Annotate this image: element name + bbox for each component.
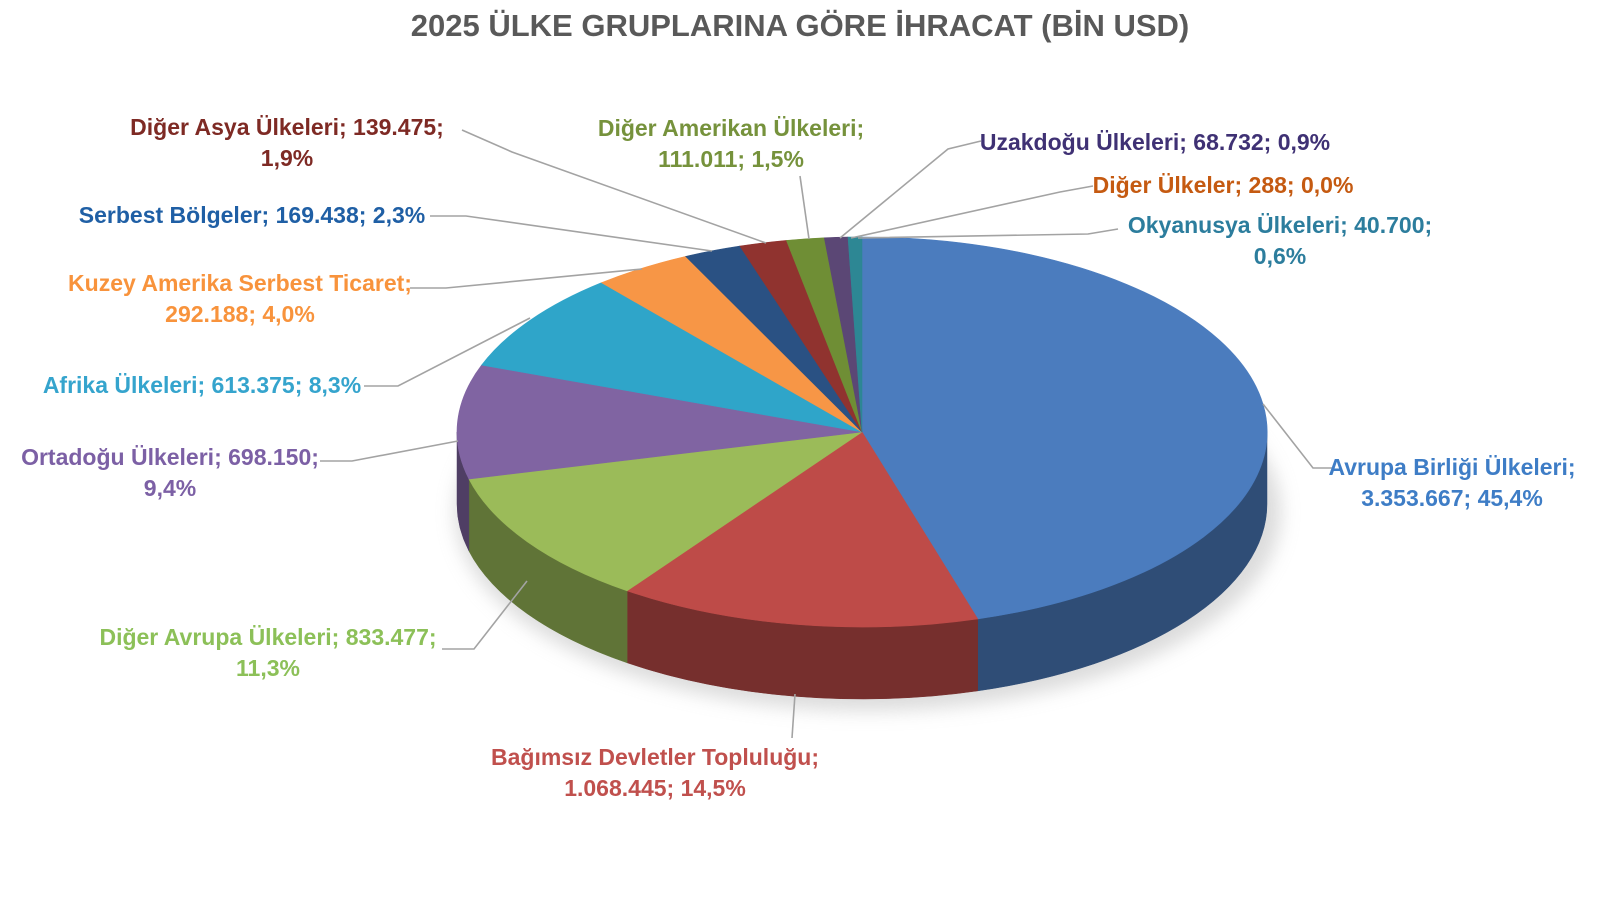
pie-slice-ortadogu — [456, 364, 863, 480]
leader-line-kuzey-amerika — [410, 268, 643, 289]
slice-label-uzakdogu: Uzakdoğu Ülkeleri; 68.732; 0,9% — [980, 127, 1330, 158]
leader-line-uzakdogu — [839, 140, 982, 239]
leader-line-okyanusya — [857, 228, 1119, 239]
pie-slice-afrika — [481, 282, 863, 433]
slice-label-line: Uzakdoğu Ülkeleri; 68.732; 0,9% — [979, 129, 1331, 155]
slice-label-afrika: Afrika Ülkeleri; 613.375; 8,3% — [43, 370, 361, 401]
slice-label-line: 1,9% — [260, 145, 314, 172]
slice-label-bagimsiz-devletler: Bağımsız Devletler Topluluğu; 1.068.445; … — [491, 742, 819, 804]
slice-label-diger-amerikan: Diğer Amerikan Ülkeleri; 111.011; 1,5% — [598, 113, 864, 175]
slice-label-line: Afrika Ülkeleri; 613.375; 8,3% — [42, 372, 362, 398]
slice-label-line: Okyanusya Ülkeleri; 40.700; — [1127, 212, 1433, 238]
slice-label-line: 0,6% — [1253, 243, 1307, 270]
slice-label-line: Ortadoğu Ülkeleri; 698.150; — [21, 444, 319, 470]
leader-line-ortadogu — [320, 440, 459, 462]
slice-label-okyanusya: Okyanusya Ülkeleri; 40.700; 0,6% — [1128, 210, 1432, 272]
leader-line-bagimsiz-devletler — [791, 693, 796, 739]
slice-label-line: Avrupa Birliği Ülkeleri; — [1328, 454, 1576, 480]
slice-label-diger-ulkeler: Diğer Ülkeler; 288; 0,0% — [1093, 170, 1354, 201]
slice-label-kuzey-amerika: Kuzey Amerika Serbest Ticaret; 292.188; 4… — [68, 268, 412, 330]
slice-label-line: 292.188; 4,0% — [165, 301, 315, 328]
leader-line-diger-amerikan — [799, 175, 810, 240]
slice-label-line: 3.353.667; 45,4% — [1361, 485, 1543, 512]
slice-label-line: Serbest Bölgeler; 169.438; 2,3% — [78, 202, 426, 228]
slice-label-line: 111.011; 1,5% — [658, 146, 804, 173]
slice-label-line: 1.068.445; 14,5% — [564, 775, 746, 802]
slice-label-line: Kuzey Amerika Serbest Ticaret; — [68, 270, 412, 296]
leader-line-diger-ulkeler — [850, 185, 1094, 239]
slice-label-line: 11,3% — [236, 655, 300, 682]
slice-label-line: Diğer Avrupa Ülkeleri; 833.477; — [99, 624, 437, 650]
slice-label-line: Diğer Asya Ülkeleri; 139.475; — [130, 114, 444, 140]
slice-label-line: Diğer Amerikan Ülkeleri; — [597, 115, 865, 141]
slice-label-serbest-bolgeler: Serbest Bölgeler; 169.438; 2,3% — [79, 200, 425, 231]
slice-label-line: 9,4% — [143, 475, 197, 502]
slice-label-line: Diğer Ülkeler; 288; 0,0% — [1092, 172, 1354, 198]
slice-label-ortadogu: Ortadoğu Ülkeleri; 698.150; 9,4% — [21, 442, 319, 504]
leader-line-diger-asya — [461, 129, 767, 244]
leader-line-diger-avrupa — [442, 580, 528, 650]
leader-line-avrupa-birligi — [1262, 403, 1333, 469]
pie-slice-bagimsiz-devletler — [626, 431, 979, 628]
pie-slice-diger-avrupa — [468, 431, 863, 592]
slice-label-line: Bağımsız Devletler Topluluğu; — [491, 744, 819, 770]
slice-label-diger-asya: Diğer Asya Ülkeleri; 139.475; 1,9% — [130, 112, 444, 174]
pie-slice-avrupa-birligi — [861, 236, 1268, 620]
leader-line-serbest-bolgeler — [430, 215, 713, 252]
chart-title: 2025 ÜLKE GRUPLARINA GÖRE İHRACAT (BİN U… — [410, 8, 1190, 43]
slice-label-avrupa-birligi: Avrupa Birliği Ülkeleri; 3.353.667; 45,4% — [1328, 452, 1575, 514]
leader-line-afrika — [364, 317, 531, 387]
slice-label-diger-avrupa: Diğer Avrupa Ülkeleri; 833.477; 11,3% — [99, 622, 436, 684]
